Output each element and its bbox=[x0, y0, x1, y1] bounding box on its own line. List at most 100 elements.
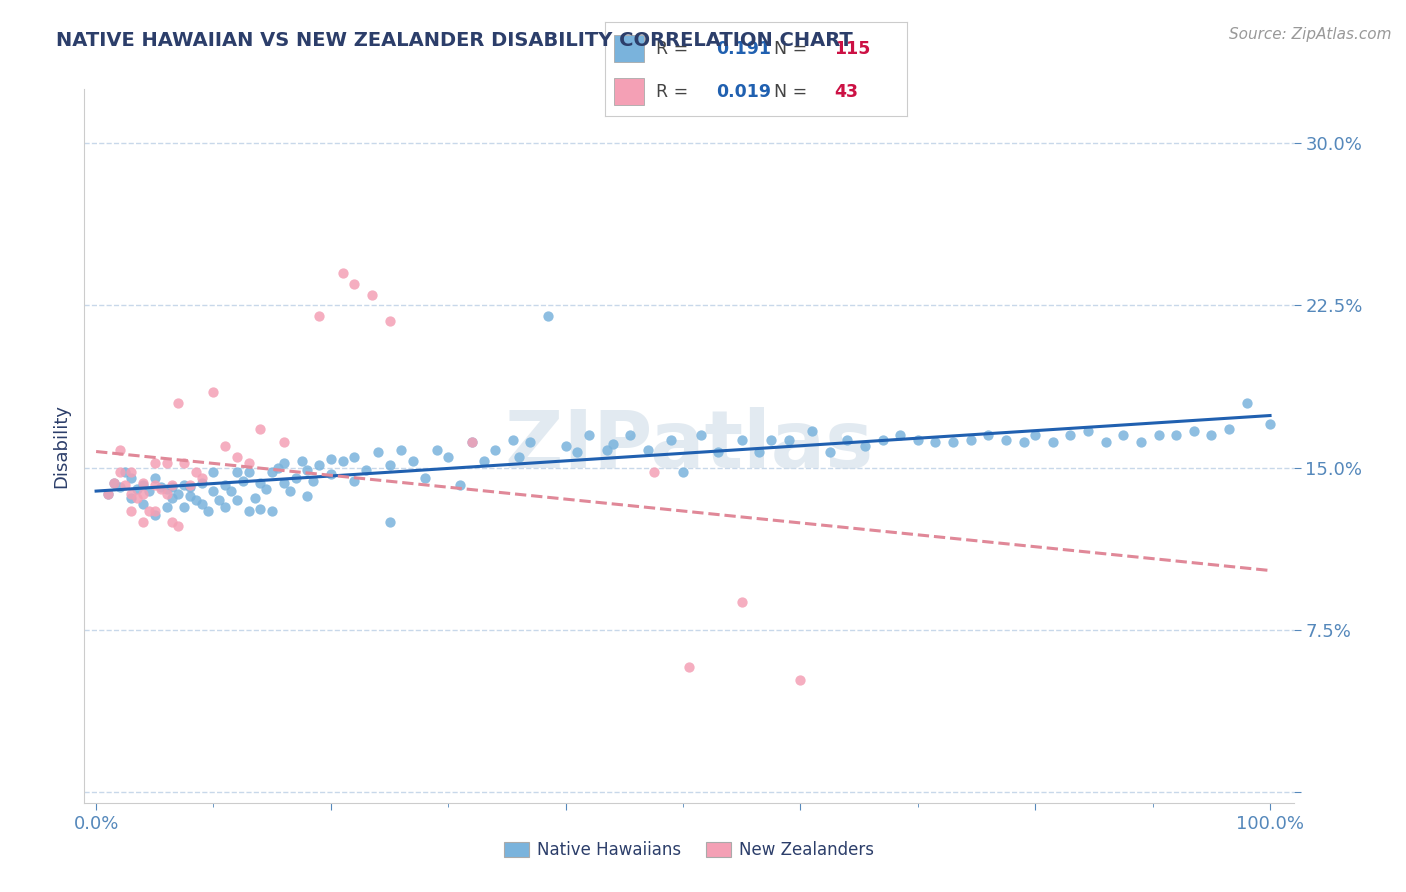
Point bbox=[297, 463, 319, 477]
Point bbox=[132, 475, 155, 490]
Point bbox=[637, 443, 659, 458]
Point bbox=[959, 433, 981, 447]
Point bbox=[214, 478, 236, 492]
Point bbox=[108, 443, 131, 458]
Text: NATIVE HAWAIIAN VS NEW ZEALANDER DISABILITY CORRELATION CHART: NATIVE HAWAIIAN VS NEW ZEALANDER DISABIL… bbox=[56, 31, 853, 50]
Point bbox=[332, 454, 354, 468]
Point bbox=[278, 484, 301, 499]
Point bbox=[238, 456, 260, 470]
Point bbox=[132, 515, 155, 529]
Point bbox=[437, 450, 460, 464]
Point bbox=[367, 445, 389, 459]
Point bbox=[202, 484, 225, 499]
Point bbox=[120, 486, 142, 500]
Point bbox=[889, 428, 911, 442]
Point bbox=[994, 433, 1017, 447]
Point bbox=[219, 484, 242, 499]
Point bbox=[249, 501, 271, 516]
Point bbox=[162, 480, 184, 494]
Text: N =: N = bbox=[773, 39, 813, 57]
Point bbox=[173, 456, 195, 470]
Point bbox=[273, 456, 295, 470]
Point bbox=[262, 504, 284, 518]
Point bbox=[425, 443, 447, 458]
Point bbox=[1236, 396, 1258, 410]
Text: R =: R = bbox=[657, 83, 693, 101]
Point bbox=[103, 475, 125, 490]
Point bbox=[343, 474, 366, 488]
Point bbox=[254, 482, 277, 496]
Point bbox=[907, 433, 929, 447]
Point bbox=[226, 450, 249, 464]
Point bbox=[1166, 428, 1188, 442]
Point bbox=[759, 433, 782, 447]
FancyBboxPatch shape bbox=[613, 78, 644, 104]
Text: Source: ZipAtlas.com: Source: ZipAtlas.com bbox=[1229, 27, 1392, 42]
Point bbox=[273, 434, 295, 449]
Text: 115: 115 bbox=[834, 39, 870, 57]
Point bbox=[167, 486, 190, 500]
Point bbox=[1012, 434, 1035, 449]
Point bbox=[143, 504, 166, 518]
Point bbox=[643, 465, 665, 479]
Point bbox=[120, 465, 142, 479]
Point bbox=[179, 489, 201, 503]
Legend: Native Hawaiians, New Zealanders: Native Hawaiians, New Zealanders bbox=[496, 835, 882, 866]
FancyBboxPatch shape bbox=[613, 36, 644, 62]
Point bbox=[197, 504, 219, 518]
Point bbox=[731, 595, 754, 609]
Point bbox=[127, 482, 149, 496]
Point bbox=[1182, 424, 1205, 438]
Point bbox=[297, 489, 319, 503]
Point bbox=[149, 480, 172, 494]
Y-axis label: Disability: Disability bbox=[52, 404, 70, 488]
Point bbox=[413, 471, 436, 485]
Point bbox=[361, 287, 384, 301]
Point bbox=[1042, 434, 1064, 449]
Point bbox=[1077, 424, 1099, 438]
Point bbox=[132, 478, 155, 492]
Point bbox=[290, 454, 312, 468]
Point bbox=[678, 659, 700, 673]
Point bbox=[778, 433, 800, 447]
Point bbox=[672, 465, 695, 479]
Text: 43: 43 bbox=[834, 83, 858, 101]
Point bbox=[872, 433, 894, 447]
Text: 0.191: 0.191 bbox=[717, 39, 772, 57]
Point bbox=[108, 480, 131, 494]
Point bbox=[179, 480, 201, 494]
Point bbox=[173, 500, 195, 514]
Point bbox=[226, 493, 249, 508]
Point bbox=[924, 434, 946, 449]
Point bbox=[143, 508, 166, 523]
Point bbox=[120, 491, 142, 505]
Point bbox=[319, 467, 342, 482]
Point bbox=[202, 384, 225, 399]
Text: 0.019: 0.019 bbox=[717, 83, 772, 101]
Point bbox=[596, 443, 619, 458]
Point bbox=[262, 465, 284, 479]
Point bbox=[138, 484, 160, 499]
Point bbox=[155, 500, 177, 514]
Point bbox=[190, 497, 212, 511]
Point bbox=[184, 493, 207, 508]
Point bbox=[343, 277, 366, 291]
Point bbox=[1059, 428, 1081, 442]
Point bbox=[202, 465, 225, 479]
Point bbox=[1147, 428, 1170, 442]
Point bbox=[853, 439, 876, 453]
Point bbox=[1129, 434, 1152, 449]
Text: N =: N = bbox=[773, 83, 813, 101]
Point bbox=[238, 504, 260, 518]
Point bbox=[208, 493, 231, 508]
Point bbox=[173, 478, 195, 492]
Point bbox=[155, 482, 177, 496]
Point bbox=[114, 478, 136, 492]
Point bbox=[179, 478, 201, 492]
Point bbox=[508, 450, 530, 464]
Point bbox=[143, 456, 166, 470]
Point bbox=[138, 504, 160, 518]
Point bbox=[97, 486, 120, 500]
Point bbox=[120, 471, 142, 485]
Point bbox=[378, 515, 401, 529]
